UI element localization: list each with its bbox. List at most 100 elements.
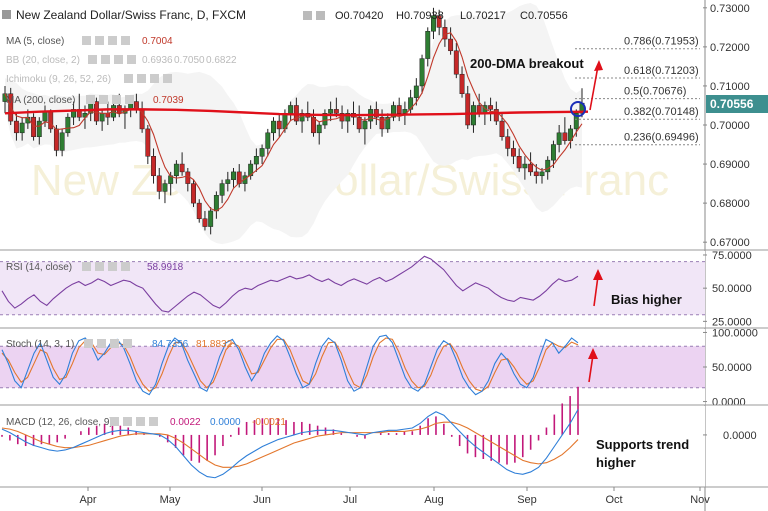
gear-icon[interactable] [123,417,132,426]
price-tick-label: 0.70000 [710,120,750,132]
candle-body [48,111,54,130]
eye-icon[interactable] [124,74,133,83]
eye-icon[interactable] [82,262,91,271]
gear-icon[interactable] [95,262,104,271]
osc-line [1,334,579,396]
macd-annotation-line1: Supports trend [596,437,689,452]
close-icon[interactable] [125,95,134,104]
close-icon[interactable] [123,339,132,348]
candle-body [328,109,334,114]
macd-line-value: 0.0000 [210,417,241,428]
candle-body [151,156,156,177]
breakout-arrowhead [594,60,603,71]
gear-icon[interactable] [101,55,110,64]
candle-body [550,144,556,161]
candle-body [311,116,316,134]
candle-body [522,163,528,169]
eye-icon[interactable] [88,55,97,64]
breakout-marker [570,101,586,117]
candle-body [173,163,179,177]
eye-icon[interactable] [84,339,93,348]
candle-body [276,120,282,130]
candle-body [93,101,99,122]
plus-icon[interactable] [136,417,145,426]
close-icon[interactable] [163,74,172,83]
fib-label: 0.236(0.69496) [624,132,699,144]
candle-body [396,105,402,114]
eye-icon[interactable] [110,417,119,426]
bb-value-upper: 0.7050 [174,55,205,66]
candle-body [476,105,482,114]
time-tick-label: May [160,494,181,506]
osc-tick-label: 75.0000 [712,250,752,262]
plus-icon[interactable] [114,55,123,64]
close-icon[interactable] [121,36,130,45]
macd-label: MACD (12, 26, close, 9) [6,417,113,428]
candle-body [425,31,431,59]
candle-body [539,171,545,177]
candle-body [31,116,37,137]
pane-band [0,261,705,315]
plus-icon[interactable] [108,36,117,45]
plus-icon[interactable] [112,95,121,104]
candle-body [493,109,499,122]
candle-body [191,183,196,204]
candle-body [253,156,259,165]
macd-signal-value: -0.0021 [252,417,286,428]
gear-icon[interactable] [316,11,325,20]
stoch-k-value: 84.7356 [152,339,189,350]
osc-tick-label: 50.0000 [712,362,752,374]
candle-body [545,159,551,173]
gear-icon[interactable] [95,36,104,45]
macd-tick-label: 0.0000 [723,430,757,442]
time-tick-label: Jul [343,494,357,506]
candle-body [373,109,379,118]
candle-body [208,210,214,227]
candle-body [436,15,442,28]
candle-body [516,156,522,169]
candle-body [42,111,48,122]
stoch-d-value: 81.8832 [196,339,233,350]
candles [2,7,585,235]
candle-body [459,73,465,94]
candle-body [225,179,231,184]
close-icon[interactable] [149,417,158,426]
gear-icon[interactable] [97,339,106,348]
candle-body [431,15,436,32]
macd-line [1,421,579,468]
candle-body [259,148,265,157]
plus-icon[interactable] [150,74,159,83]
candle-body [385,116,391,130]
candle-body [573,113,579,130]
candle-body [65,116,71,134]
osc-line [1,255,579,313]
candle-body [179,163,185,173]
price-tick-label: 0.69000 [710,159,750,171]
time-tick-label: Nov [690,494,710,506]
gear-icon[interactable] [137,74,146,83]
fib-label: 0.382(0.70148) [624,106,699,118]
candle-body [145,128,151,157]
candle-body [202,218,208,227]
macd-line [1,409,579,479]
eye-icon[interactable] [86,95,95,104]
eye-icon[interactable] [82,36,91,45]
candle-body [465,93,471,126]
gear-icon[interactable] [99,95,108,104]
close-icon[interactable] [121,262,130,271]
plus-icon[interactable] [108,262,117,271]
osc-tick-label: 25.0000 [712,316,752,328]
eye-icon[interactable] [303,11,312,20]
plus-icon[interactable] [110,339,119,348]
bollinger-fill [5,2,582,245]
price-legend: New Zealand Dollar/Swiss Franc, D, FXCM … [2,8,568,106]
price-tick-label: 0.67000 [710,237,750,249]
bb-value-basis: 0.6936 [142,55,173,66]
macd-hist-value: 0.0022 [170,417,201,428]
close-icon[interactable] [127,55,136,64]
time-tick-label: Apr [79,494,96,506]
ohlc-close: C0.70556 [520,10,568,22]
bb-label: BB (20, close, 2) [6,55,80,66]
collapse-icon[interactable] [2,10,11,19]
candle-body [156,175,162,192]
